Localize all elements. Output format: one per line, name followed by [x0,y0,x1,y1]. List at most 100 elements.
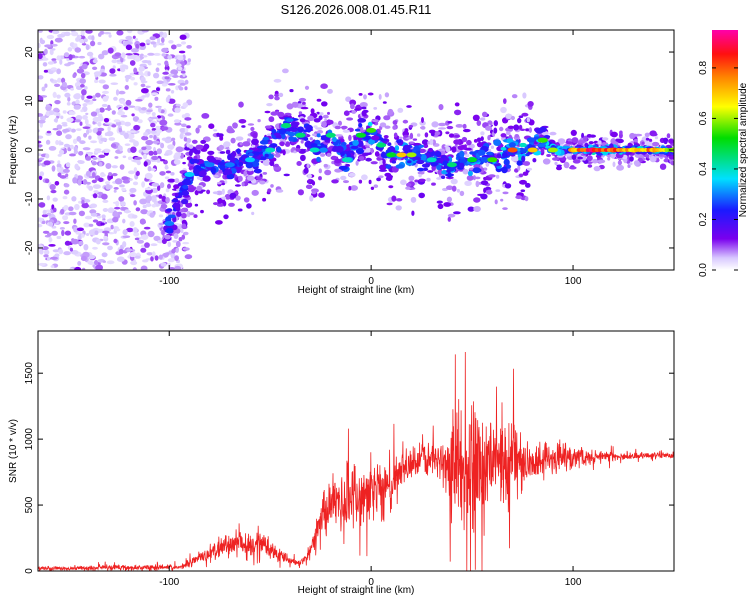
heatmap-cell [92,184,101,190]
heatmap-cell [75,99,80,105]
heatmap-cell [164,164,169,170]
heatmap-cell [50,189,57,194]
heatmap-cell [269,143,278,148]
heatmap-cell [219,151,226,154]
heatmap-cell [523,161,531,166]
heatmap-cell [187,186,195,193]
heatmap-cell [95,92,101,98]
heatmap-cell [138,66,145,72]
heatmap-cell [629,162,633,166]
heatmap-cell [178,50,186,54]
heatmap-cell [403,144,411,150]
heatmap-cell [316,98,322,102]
heatmap-cell [402,119,409,124]
heatmap-cell [161,83,168,87]
heatmap-cell [81,203,89,209]
heatmap-cell [111,59,118,64]
heatmap-cell [472,167,481,174]
heatmap-cell [190,159,200,164]
heatmap-cell [92,246,98,250]
heatmap-peak [281,123,292,128]
heatmap-cell [141,107,147,111]
heatmap-cell [469,151,476,155]
spectrogram-xtick-label: 0 [368,276,374,287]
heatmap-cell [221,196,227,200]
heatmap-cell [572,159,581,164]
heatmap-cell [73,93,81,100]
heatmap-cell [57,33,66,38]
heatmap-peak [467,157,478,163]
heatmap-cell [56,163,62,169]
heatmap-cell [270,184,274,188]
heatmap-cell [267,188,272,193]
heatmap-peak [386,152,397,158]
heatmap-cell [520,189,526,192]
heatmap-cell [251,189,259,196]
heatmap-peak [325,132,336,138]
heatmap-cell [109,68,116,74]
heatmap-cell [282,68,289,74]
heatmap-cell [71,196,77,202]
heatmap-peak [487,157,498,163]
heatmap-cell [235,136,244,141]
heatmap-cell [395,205,402,211]
heatmap-cell [490,145,494,149]
heatmap-cell [158,106,162,113]
heatmap-cell [592,158,598,164]
heatmap-cell [48,244,56,247]
heatmap-cell [173,119,181,123]
heatmap-cell [134,156,143,160]
heatmap-cell [129,139,136,143]
heatmap-cell [154,96,159,101]
heatmap-peak [295,132,306,138]
heatmap-cell [297,101,302,104]
heatmap-cell [262,197,267,202]
heatmap-cell [48,110,55,116]
heatmap-cell [149,134,153,139]
heatmap-cell [153,72,160,79]
heatmap-cell [663,137,669,143]
heatmap-cell [321,101,328,107]
heatmap-cell [98,53,105,60]
snr-ytick-label: 1000 [24,428,35,451]
snr-series-line [38,351,674,571]
heatmap-cell [57,77,62,83]
heatmap-cell [253,168,262,174]
heatmap-cell [132,227,138,234]
heatmap-cell [506,131,511,135]
heatmap-cell [451,185,457,192]
spectrogram-heatmap [38,30,674,270]
heatmap-cell [298,97,307,102]
heatmap-cell [149,130,157,134]
heatmap-cell [107,207,115,214]
heatmap-cell [52,30,60,35]
heatmap-cell [473,139,478,143]
heatmap-cell [500,147,507,151]
heatmap-cell [102,199,109,203]
heatmap-cell [149,36,156,41]
heatmap-cell [38,223,43,228]
heatmap-cell [200,209,204,214]
heatmap-cell [63,183,70,188]
heatmap-cell [171,44,177,50]
heatmap-cell [387,142,392,147]
heatmap-cell [454,109,462,116]
heatmap-cell [100,137,108,142]
heatmap-cell [147,52,155,56]
heatmap-cell [38,42,41,49]
heatmap-cell [82,115,88,120]
heatmap-cell [178,86,184,91]
heatmap-cell [391,195,397,202]
heatmap-cell [152,251,156,258]
heatmap-cell [480,180,489,186]
heatmap-cell [135,207,141,212]
heatmap-cell [421,117,424,123]
heatmap-cell [407,160,412,164]
heatmap-cell [101,214,106,219]
heatmap-cell [412,156,422,160]
heatmap-cell [90,40,96,47]
heatmap-cell [182,184,189,189]
heatmap-cell [118,108,123,113]
heatmap-cell [557,138,566,145]
